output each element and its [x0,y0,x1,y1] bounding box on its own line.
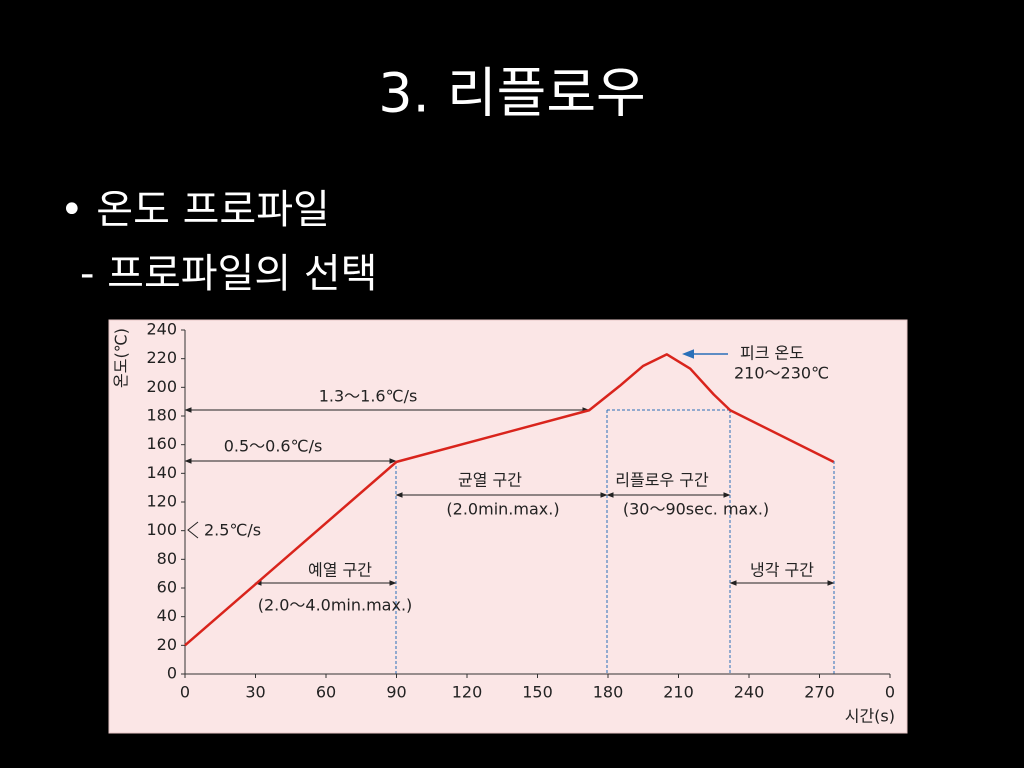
y-tick-label: 200 [146,377,177,396]
y-tick-label: 120 [146,492,177,511]
y-tick-label: 180 [146,406,177,425]
x-tick-label: 240 [734,683,765,702]
bullet: - 프로파일의 선택 [80,251,377,297]
data-line [184,353,835,647]
annotation: 피크 온도 [740,344,804,363]
x-tick-label: 150 [522,683,553,702]
annotation: (30～90sec. max.) [623,500,769,519]
annotation: (2.0～4.0min.max.) [258,596,413,615]
x-tick-label: 30 [245,683,265,702]
x-tick-label: 0 [885,683,895,702]
annotation: 0.5～0.6℃/s [224,437,323,456]
annotation: 2.5℃/s [204,521,261,540]
x-tick-label: 180 [593,683,624,702]
slide-title: 3. 리플로우 [378,62,645,125]
x-tick-label: 270 [804,683,835,702]
y-tick-label: 160 [146,434,177,453]
x-tick-label: 90 [386,683,406,702]
y-tick-label: 60 [157,578,177,597]
annotation: 균열 구간 [458,471,522,490]
y-tick-label: 100 [146,520,177,539]
annotation: 210～230℃ [734,364,829,383]
x-axis-label: 시간(s) [845,707,895,726]
slope-mark [187,521,199,539]
x-tick-label: 0 [180,683,190,702]
y-tick-label: 80 [157,549,177,568]
y-tick-label: 220 [146,348,177,367]
x-tick-label: 120 [452,683,483,702]
annotation: 리플로우 구간 [615,471,709,490]
y-tick-label: 20 [157,635,177,654]
x-tick-label: 60 [316,683,336,702]
y-axis-label: 온도(℃) [112,328,131,388]
y-tick-label: 40 [157,606,177,625]
bullet: • 온도 프로파일 [60,187,330,233]
annotation: (2.0min.max.) [446,500,559,519]
y-tick-label: 0 [167,664,177,683]
x-tick-label: 210 [663,683,694,702]
annotation: 예열 구간 [308,561,372,580]
y-tick-label: 140 [146,463,177,482]
chart-background [108,319,908,734]
annotation: 냉각 구간 [750,561,814,580]
annotation: 1.3～1.6℃/s [319,387,418,406]
y-tick-label: 240 [146,320,177,339]
annotation-layout [184,349,835,674]
